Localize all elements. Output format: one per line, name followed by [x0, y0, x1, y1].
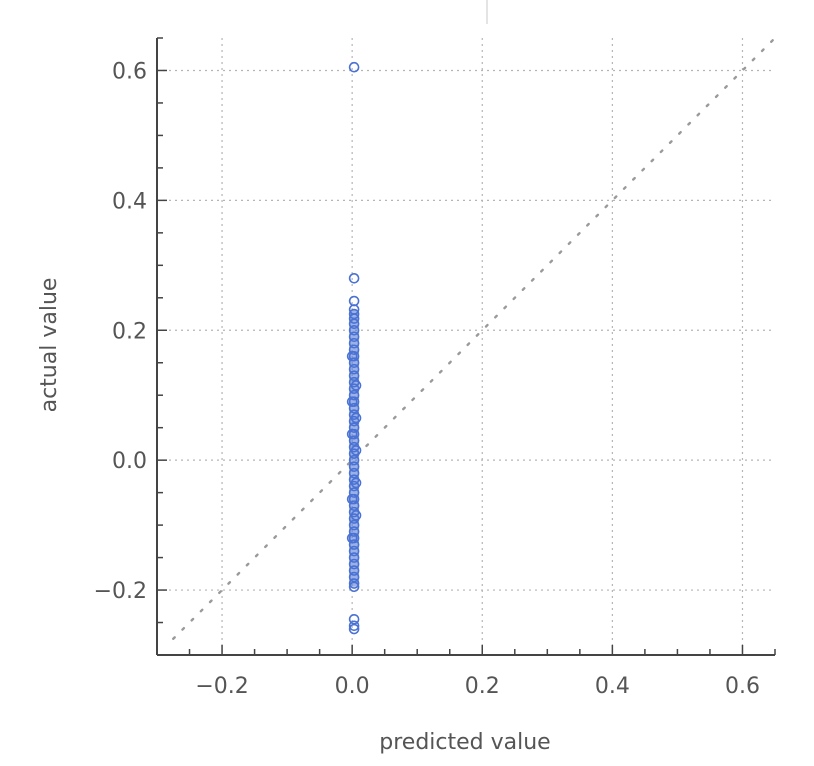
data-point [348, 324, 360, 336]
x-tick-label: 0.0 [335, 674, 370, 699]
data-point [348, 313, 360, 324]
data-point [348, 467, 360, 479]
data-point [346, 493, 358, 505]
data-point [348, 500, 360, 511]
data-point [350, 510, 362, 521]
y-tick-label: 0.4 [112, 189, 147, 214]
data-point [348, 422, 360, 433]
data-point [348, 552, 360, 563]
y-tick-label: −0.2 [94, 579, 147, 604]
data-point [348, 461, 360, 472]
data-point [348, 578, 360, 589]
data-point [348, 331, 360, 343]
data-point [348, 337, 360, 349]
data-point [346, 396, 358, 408]
data-point [348, 363, 360, 375]
data-point [348, 344, 360, 356]
data-point [348, 389, 360, 401]
data-point [348, 526, 360, 537]
data-point [350, 412, 362, 424]
data-point [348, 370, 360, 382]
reference-diagonal-line [172, 36, 777, 640]
y-axis-title: actual value [37, 278, 62, 413]
x-tick-label: 0.2 [465, 674, 500, 699]
data-point [348, 273, 360, 284]
data-point [348, 539, 360, 550]
data-point [348, 402, 360, 414]
data-point [348, 318, 360, 330]
y-tick-label: 0.0 [112, 449, 147, 474]
data-point [350, 477, 362, 489]
data-point [348, 357, 360, 369]
data-point [348, 581, 360, 593]
y-tick-label: 0.2 [112, 319, 147, 344]
data-point [348, 454, 360, 466]
data-point [348, 435, 360, 446]
axes [156, 37, 776, 656]
data-point [348, 545, 360, 557]
data-point [348, 558, 360, 570]
data-point [346, 532, 358, 544]
x-tick-label: −0.2 [195, 674, 248, 699]
data-point [348, 620, 360, 632]
x-axis-title: predicted value [379, 730, 550, 755]
data-point [348, 623, 360, 635]
tick-labels: −0.2 0.0 0.2 0.4 0.6 −0.2 0.0 0.2 0.4 0.6 [94, 59, 760, 699]
data-points [346, 61, 362, 635]
x-tick-label: 0.4 [595, 674, 630, 699]
data-point [350, 445, 362, 456]
grid [157, 38, 775, 655]
data-point [348, 487, 360, 498]
data-point [346, 428, 358, 440]
data-point [348, 565, 360, 576]
data-point [348, 519, 360, 531]
diagonal-line [172, 36, 777, 640]
y-tick-label: 0.6 [112, 59, 147, 84]
x-tick-label: 0.6 [725, 674, 760, 699]
data-point [350, 380, 362, 391]
data-point [346, 350, 358, 362]
data-point [348, 61, 360, 73]
